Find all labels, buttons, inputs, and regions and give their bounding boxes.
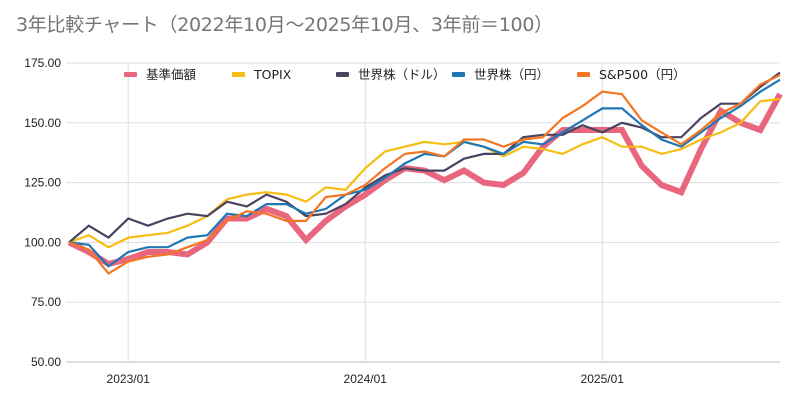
gridlines [66, 62, 780, 363]
legend-label: 基準価額 [146, 67, 197, 82]
y-tick-label: 75.00 [31, 295, 61, 309]
x-tick-label: 2025/01 [581, 372, 625, 386]
series-line-2 [68, 71, 781, 244]
legend-swatch [232, 72, 245, 77]
y-tick-label: 100.00 [24, 235, 61, 249]
legend-label: TOPIX [253, 67, 292, 82]
legend: 基準価額 TOPIX 世界株（ドル） 世界株（円） S&P500（円） [124, 67, 686, 82]
legend-swatch [124, 72, 137, 77]
series-line-3 [68, 78, 781, 268]
legend-swatch [577, 72, 590, 77]
y-tick-label: 175.00 [24, 56, 61, 70]
y-tick-label: 125.00 [24, 176, 61, 190]
series-line-4 [68, 74, 781, 275]
x-axis: 2023/01 2024/01 2025/01 [107, 372, 625, 386]
legend-label: S&P500（円） [599, 67, 686, 82]
y-tick-label: 150.00 [24, 116, 61, 130]
x-tick-label: 2023/01 [107, 372, 151, 386]
legend-label: 世界株（ドル） [358, 67, 446, 82]
y-tick-label: 50.00 [31, 355, 61, 369]
legend-label: 世界株（円） [474, 67, 549, 82]
y-axis: 50.00 75.00 100.00 125.00 150.00 175.00 [24, 56, 61, 369]
legend-swatch [452, 72, 465, 77]
series-line-0 [67, 92, 783, 268]
x-tick-label: 2024/01 [344, 372, 388, 386]
series-line-1 [68, 97, 781, 249]
legend-swatch [336, 72, 349, 77]
series-lines [67, 71, 783, 275]
chart-title: 3年比較チャート（2022年10月～2025年10月、3年前＝100） [16, 14, 553, 36]
